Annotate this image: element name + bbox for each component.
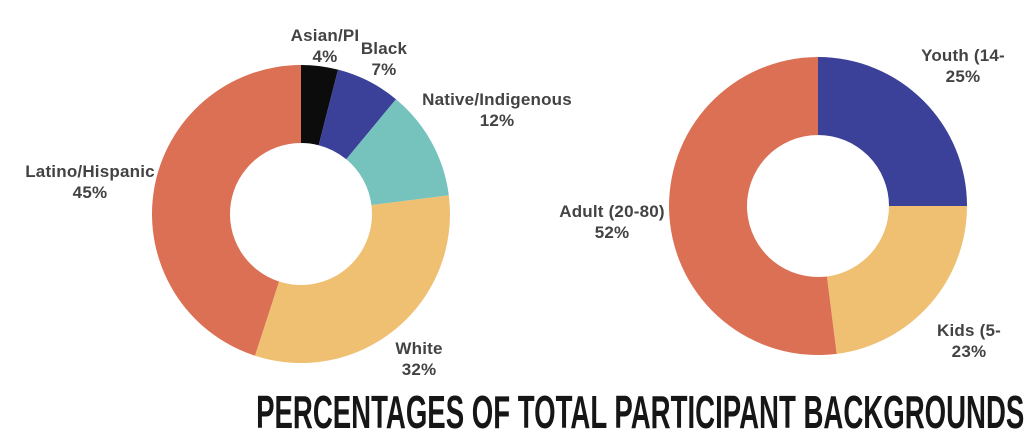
donut-segment-black	[318, 69, 396, 160]
participant-age-donut	[669, 57, 968, 356]
donut-segment-white	[254, 195, 451, 364]
donut-segment-kids-5	[826, 206, 968, 354]
chart-title-text: PERCENTAGES OF TOTAL PARTICIPANT BACKGRO…	[256, 386, 1024, 438]
donut-segment-latino-hispanic	[151, 65, 301, 356]
donut-segment-asian-pi	[301, 65, 339, 146]
donut-segment-adult-20-80	[669, 57, 837, 356]
donut-segment-youth-14	[818, 57, 967, 206]
chart-title: PERCENTAGES OF TOTAL PARTICIPANT BACKGRO…	[0, 388, 1024, 436]
donut-segment-native-indigenous	[346, 99, 449, 206]
participant-ethnicity-donut	[151, 65, 451, 364]
